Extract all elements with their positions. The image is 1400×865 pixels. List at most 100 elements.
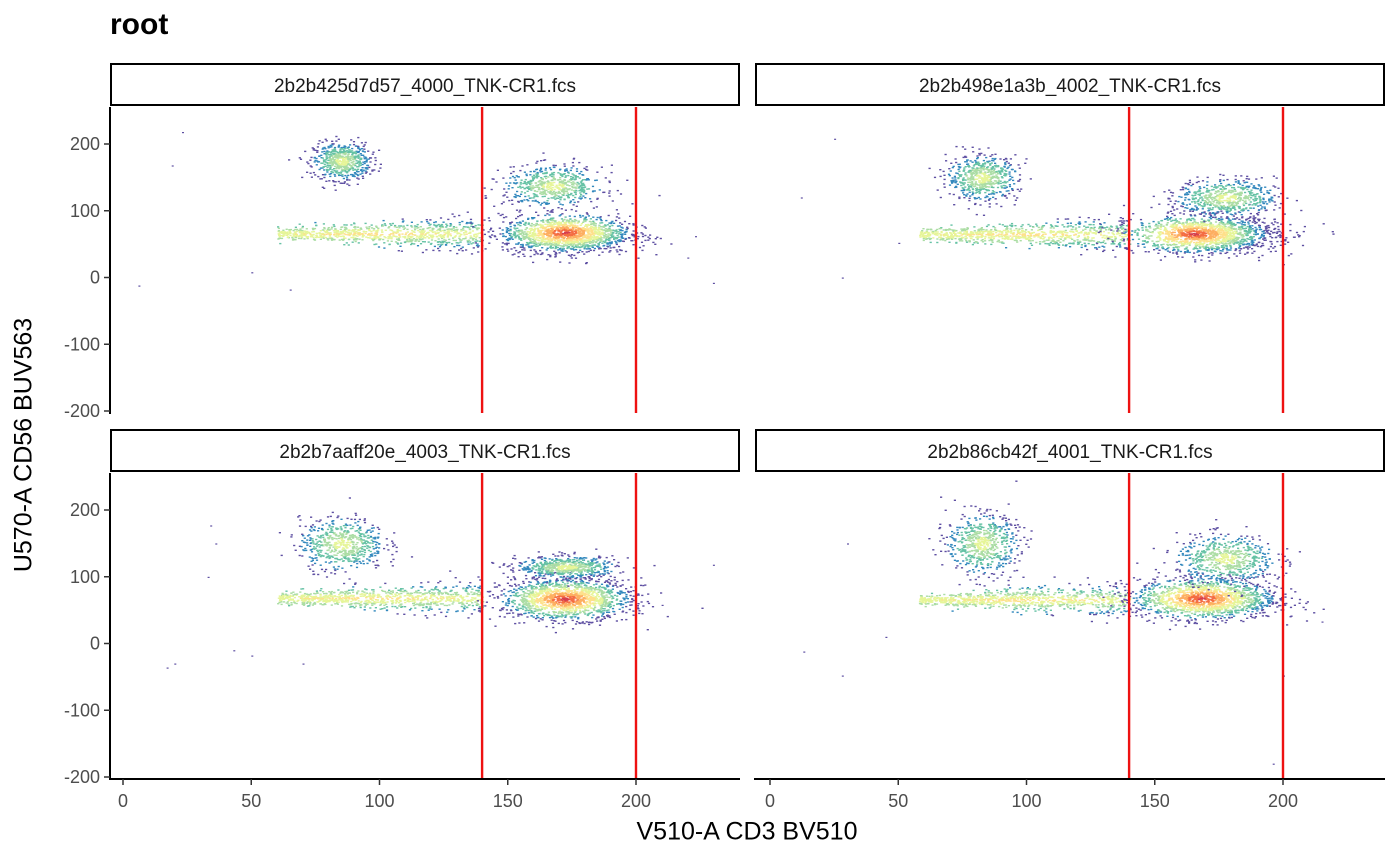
data-point (349, 151, 352, 153)
data-point (1009, 235, 1012, 237)
data-point (558, 191, 561, 193)
data-point (533, 190, 537, 192)
data-point (558, 169, 562, 171)
data-point (983, 178, 986, 180)
data-point (616, 234, 619, 237)
data-point (608, 180, 611, 182)
data-point (413, 227, 416, 229)
data-point (921, 234, 924, 236)
data-point (342, 165, 345, 168)
data-point (555, 252, 558, 255)
data-point (965, 237, 968, 239)
data-point (1098, 246, 1101, 248)
data-point (529, 238, 532, 240)
data-point (336, 172, 339, 174)
data-point (515, 222, 519, 224)
data-point (544, 189, 547, 192)
data-point (976, 237, 979, 239)
data-point (411, 239, 414, 241)
data-point (1033, 236, 1036, 238)
data-point (544, 233, 547, 235)
data-point (964, 229, 967, 231)
data-point (343, 237, 346, 239)
data-point (971, 161, 974, 163)
data-point (540, 181, 543, 183)
data-point (345, 156, 348, 158)
data-point (1084, 231, 1087, 234)
data-point (395, 232, 398, 234)
data-point (609, 242, 612, 244)
data-point (1005, 247, 1008, 249)
data-point (1005, 233, 1008, 235)
data-point (554, 256, 557, 258)
data-point (516, 190, 519, 193)
data-point (441, 243, 444, 246)
data-point (984, 175, 987, 177)
data-point (574, 175, 577, 177)
data-point (449, 235, 452, 237)
data-point (339, 235, 343, 238)
data-point (418, 237, 421, 239)
data-point (588, 224, 591, 226)
data-point (310, 166, 313, 168)
data-point (571, 240, 574, 243)
data-point (1066, 222, 1069, 225)
data-point (1011, 233, 1014, 235)
data-point (502, 195, 505, 197)
data-point (568, 237, 571, 239)
data-point (427, 227, 430, 229)
data-point (532, 178, 535, 180)
data-point (1017, 180, 1020, 182)
data-point (565, 220, 568, 222)
data-point (974, 185, 977, 187)
data-point (606, 242, 609, 244)
data-point (339, 231, 342, 233)
data-point (375, 231, 378, 233)
data-point (530, 180, 533, 183)
data-point (628, 237, 631, 239)
data-point (543, 241, 547, 243)
data-point (559, 180, 562, 183)
data-point (572, 174, 575, 176)
data-point (571, 242, 574, 244)
data-point (379, 167, 382, 169)
data-point (578, 243, 581, 245)
data-point (453, 246, 456, 248)
data-point (1001, 232, 1004, 234)
data-point (1012, 232, 1015, 234)
data-point (944, 229, 947, 232)
data-point (542, 172, 545, 175)
data-point (515, 175, 518, 177)
data-point (552, 190, 555, 193)
data-point (1068, 235, 1071, 237)
data-point (305, 232, 309, 235)
data-point (562, 229, 565, 231)
data-point (577, 232, 580, 234)
data-point (1007, 236, 1010, 239)
data-point (550, 175, 553, 178)
data-point (1003, 180, 1006, 183)
data-point (508, 199, 511, 202)
data-point (514, 179, 517, 181)
data-point (548, 183, 551, 185)
data-point (577, 230, 580, 232)
data-point (468, 239, 471, 241)
data-point (356, 183, 359, 185)
data-point (357, 229, 361, 231)
data-point (346, 183, 349, 185)
data-point (594, 225, 597, 227)
data-point (347, 168, 350, 170)
data-point (1092, 224, 1095, 226)
data-point (549, 224, 552, 226)
data-point (333, 184, 336, 187)
data-point (560, 233, 563, 236)
data-point (571, 244, 574, 246)
data-point (1038, 228, 1041, 231)
data-point (1064, 236, 1067, 239)
data-point (993, 158, 996, 160)
data-point (569, 238, 572, 240)
data-point (570, 179, 573, 181)
data-point (985, 182, 988, 185)
data-point (945, 238, 949, 240)
data-point (353, 151, 356, 153)
